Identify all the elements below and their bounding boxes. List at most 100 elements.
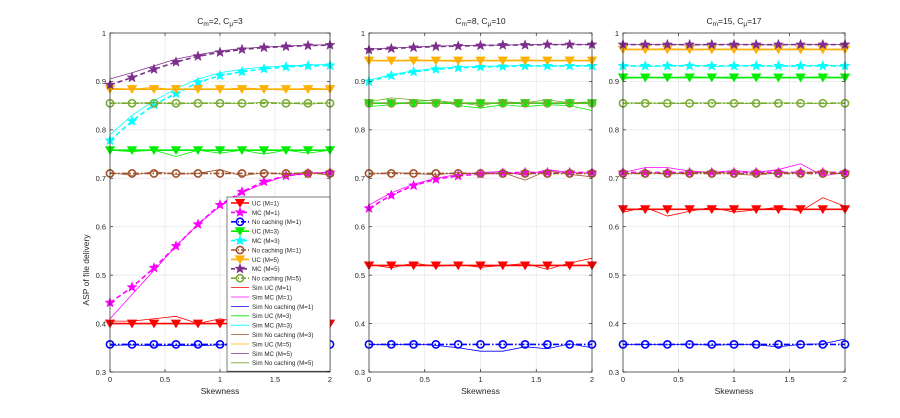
series-marker bbox=[774, 98, 783, 108]
x-tick-label: 0 bbox=[621, 375, 625, 384]
y-tick-label: 0.5 bbox=[355, 271, 365, 280]
series-marker bbox=[430, 261, 442, 271]
series-marker bbox=[385, 42, 397, 54]
series-marker bbox=[543, 169, 552, 178]
series-line bbox=[368, 43, 592, 51]
legend-label: No caching (M=1) bbox=[252, 247, 301, 254]
series-marker bbox=[817, 166, 829, 178]
series-marker bbox=[751, 98, 761, 108]
x-tick-label: 2 bbox=[590, 375, 594, 384]
series-marker bbox=[497, 39, 509, 50]
legend-entry: Sim UC (M=1) bbox=[231, 285, 291, 292]
y-tick-label: 0.3 bbox=[96, 368, 106, 377]
series-marker bbox=[170, 85, 182, 95]
panel-title: Cm=8, Cμ=10 bbox=[455, 16, 506, 28]
series-marker bbox=[303, 169, 313, 178]
series-marker bbox=[407, 65, 420, 77]
series-marker bbox=[818, 98, 828, 108]
series-marker bbox=[640, 169, 650, 178]
series-marker bbox=[148, 63, 160, 75]
legend-marker bbox=[234, 255, 246, 265]
series-marker bbox=[126, 281, 138, 293]
series-marker bbox=[192, 146, 204, 156]
series-marker bbox=[430, 63, 442, 75]
series-marker bbox=[543, 339, 552, 349]
legend-entry: Sim MC (M=3) bbox=[231, 323, 292, 330]
x-axis-label: Skewness bbox=[461, 386, 500, 396]
series-marker bbox=[280, 60, 292, 72]
series-marker bbox=[259, 169, 269, 178]
y-tick-label: 0.9 bbox=[355, 77, 365, 86]
series-marker bbox=[728, 60, 740, 71]
series-marker bbox=[430, 40, 442, 52]
series-marker bbox=[751, 205, 762, 215]
series-marker bbox=[258, 62, 270, 74]
series-marker bbox=[149, 339, 159, 349]
series-marker bbox=[774, 339, 783, 349]
series-marker bbox=[794, 166, 807, 178]
series-marker bbox=[214, 46, 226, 58]
series-marker bbox=[386, 98, 396, 108]
series-marker bbox=[474, 39, 487, 51]
series-marker bbox=[794, 38, 807, 50]
series-marker bbox=[127, 339, 137, 349]
legend-entry: No caching (M=1) bbox=[231, 245, 301, 254]
series-marker bbox=[706, 166, 718, 178]
series-marker bbox=[386, 261, 397, 271]
series-marker bbox=[564, 56, 575, 66]
series-marker bbox=[258, 175, 270, 187]
legend-box bbox=[226, 196, 331, 372]
series-marker bbox=[237, 98, 247, 108]
legend-marker bbox=[235, 273, 245, 283]
series-marker bbox=[148, 146, 160, 156]
series-marker bbox=[127, 98, 137, 108]
series-marker bbox=[302, 85, 314, 95]
series-marker bbox=[280, 85, 292, 95]
series-marker bbox=[685, 98, 694, 108]
series-marker bbox=[520, 98, 530, 108]
series-marker bbox=[215, 98, 225, 108]
series-marker bbox=[707, 339, 717, 349]
series-marker bbox=[663, 169, 672, 178]
series-marker bbox=[640, 339, 650, 349]
legend-entry: MC (M=3) bbox=[231, 234, 280, 246]
y-tick-label: 0.4 bbox=[96, 319, 106, 328]
x-tick-label: 2 bbox=[328, 375, 332, 384]
series-marker bbox=[193, 98, 203, 108]
legend-label: Sim No caching (M=5) bbox=[252, 360, 313, 367]
panel-3: 0.3 0.4 0.5 0.6 0.7 0.8 0.9 1 0 0.5 1 1.5 2 Skewness C… bbox=[609, 16, 851, 396]
series-marker bbox=[126, 146, 138, 156]
series-marker bbox=[192, 218, 204, 230]
y-tick-label: 0.6 bbox=[355, 223, 365, 232]
x-tick-label: 1.5 bbox=[784, 375, 794, 384]
x-tick-label: 0 bbox=[367, 375, 371, 384]
series-marker bbox=[520, 339, 530, 349]
legend-label: MC (M=1) bbox=[252, 210, 280, 217]
legend-label: No caching (M=5) bbox=[252, 276, 301, 283]
series-marker bbox=[407, 41, 420, 53]
legend-entry: No caching (M=5) bbox=[231, 273, 301, 283]
series-marker bbox=[214, 319, 226, 329]
x-tick-label: 0.5 bbox=[673, 375, 683, 384]
x-tick-label: 0 bbox=[108, 375, 112, 384]
series-marker bbox=[751, 339, 761, 349]
series-marker bbox=[408, 56, 419, 66]
x-tick-label: 1 bbox=[732, 375, 736, 384]
y-tick-label: 0.9 bbox=[96, 77, 106, 86]
series-marker bbox=[215, 169, 225, 178]
legend-marker bbox=[234, 234, 246, 246]
y-tick-label: 0.4 bbox=[609, 319, 619, 328]
series-marker bbox=[640, 98, 650, 108]
series-marker bbox=[640, 73, 651, 83]
series-marker bbox=[409, 339, 418, 349]
series-marker bbox=[303, 98, 313, 108]
series-marker bbox=[280, 40, 292, 52]
y-axis-label: ASP of file delivery bbox=[81, 234, 91, 306]
legend-label: MC (M=5) bbox=[252, 266, 280, 273]
y-tick-label: 1 bbox=[361, 29, 365, 38]
series-marker bbox=[258, 41, 270, 53]
legend-label: UC (M=5) bbox=[252, 257, 279, 264]
series-marker bbox=[661, 60, 674, 71]
legend-label: Sim MC (M=5) bbox=[252, 351, 292, 358]
series-marker bbox=[684, 205, 695, 215]
